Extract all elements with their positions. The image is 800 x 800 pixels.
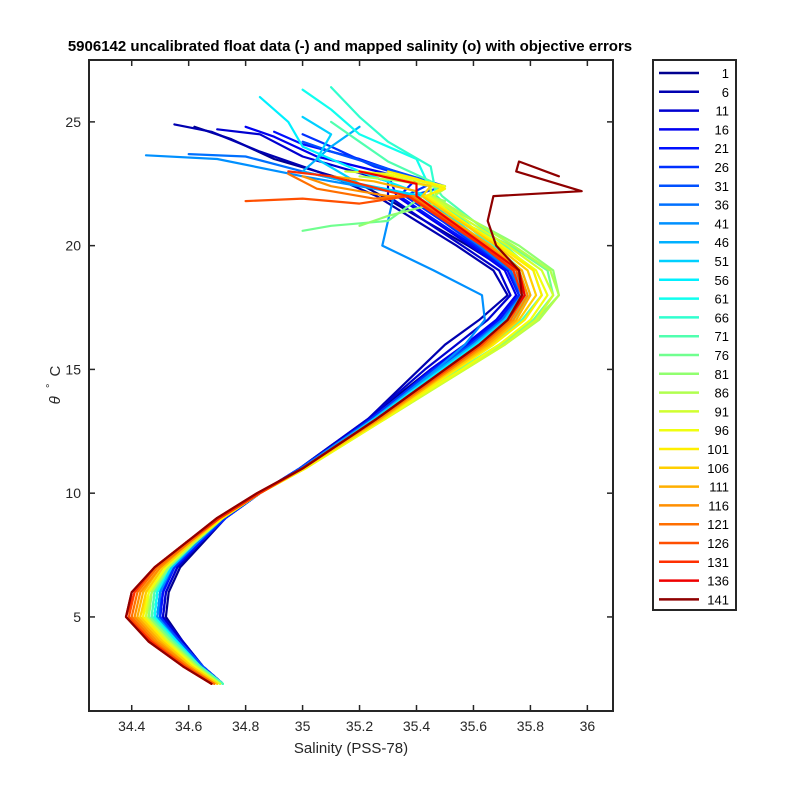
x-tick-label: 35.8 [517,718,544,734]
y-axis-ticks: 5 10 15 20 25 [65,114,613,625]
legend-label-46: 46 [715,235,729,250]
legend-label-31: 31 [715,179,729,194]
legend-label-131: 131 [707,555,729,570]
x-tick-label: 34.4 [118,718,145,734]
y-tick-label: 20 [65,238,81,254]
series-layer [124,86,583,685]
legend-label-96: 96 [715,423,729,438]
y-tick-label: 15 [65,361,81,377]
x-tick-label: 35 [295,718,311,734]
y-axis-label-degree: ° [45,384,57,388]
legend-label-81: 81 [715,367,729,382]
y-axis-label: θ ° C [41,365,64,404]
x-tick-label: 34.8 [232,718,259,734]
y-axis-label-unit: C [47,365,64,376]
legend-label-111: 111 [709,480,729,495]
legend-label-11: 11 [716,104,730,119]
legend-label-141: 141 [707,592,729,607]
legend: 1611162126313641465156616671768186919610… [652,59,737,611]
x-axis-label: Salinity (PSS-78) [294,740,408,757]
legend-label-51: 51 [715,254,729,269]
legend-items: 1611162126313641465156616671768186919610… [659,66,729,607]
x-axis-ticks: 34.4 34.6 34.8 35 35.2 35.4 35.6 35.8 36 [118,60,595,734]
legend-label-41: 41 [715,216,729,231]
legend-label-126: 126 [707,536,729,551]
x-tick-label: 36 [580,718,596,734]
legend-label-106: 106 [707,461,729,476]
series-line-141 [124,160,583,685]
svg-text:θ ° C: θ ° C [41,365,64,404]
x-tick-label: 35.6 [460,718,487,734]
plot-frame [88,59,614,712]
legend-label-1: 1 [722,66,729,81]
legend-label-26: 26 [715,160,729,175]
x-tick-label: 35.4 [403,718,430,734]
legend-label-56: 56 [715,273,729,288]
legend-label-66: 66 [715,310,729,325]
legend-label-71: 71 [715,329,729,344]
x-tick-label: 35.2 [346,718,373,734]
legend-label-136: 136 [707,574,729,589]
legend-label-121: 121 [707,517,729,532]
legend-label-16: 16 [715,122,729,137]
legend-label-76: 76 [715,348,729,363]
legend-label-86: 86 [715,386,729,401]
legend-label-61: 61 [715,292,729,307]
chart-title: 5906142 uncalibrated float data (-) and … [68,38,632,55]
y-tick-label: 5 [73,609,81,625]
y-tick-label: 25 [65,114,81,130]
y-tick-label: 10 [65,485,81,501]
legend-label-101: 101 [707,442,729,457]
legend-label-6: 6 [722,85,729,100]
x-tick-label: 34.6 [175,718,202,734]
legend-label-116: 116 [708,498,729,513]
legend-label-91: 91 [715,404,729,419]
legend-label-36: 36 [715,198,729,213]
y-axis-label-symbol: θ [47,396,64,404]
legend-label-21: 21 [715,141,729,156]
